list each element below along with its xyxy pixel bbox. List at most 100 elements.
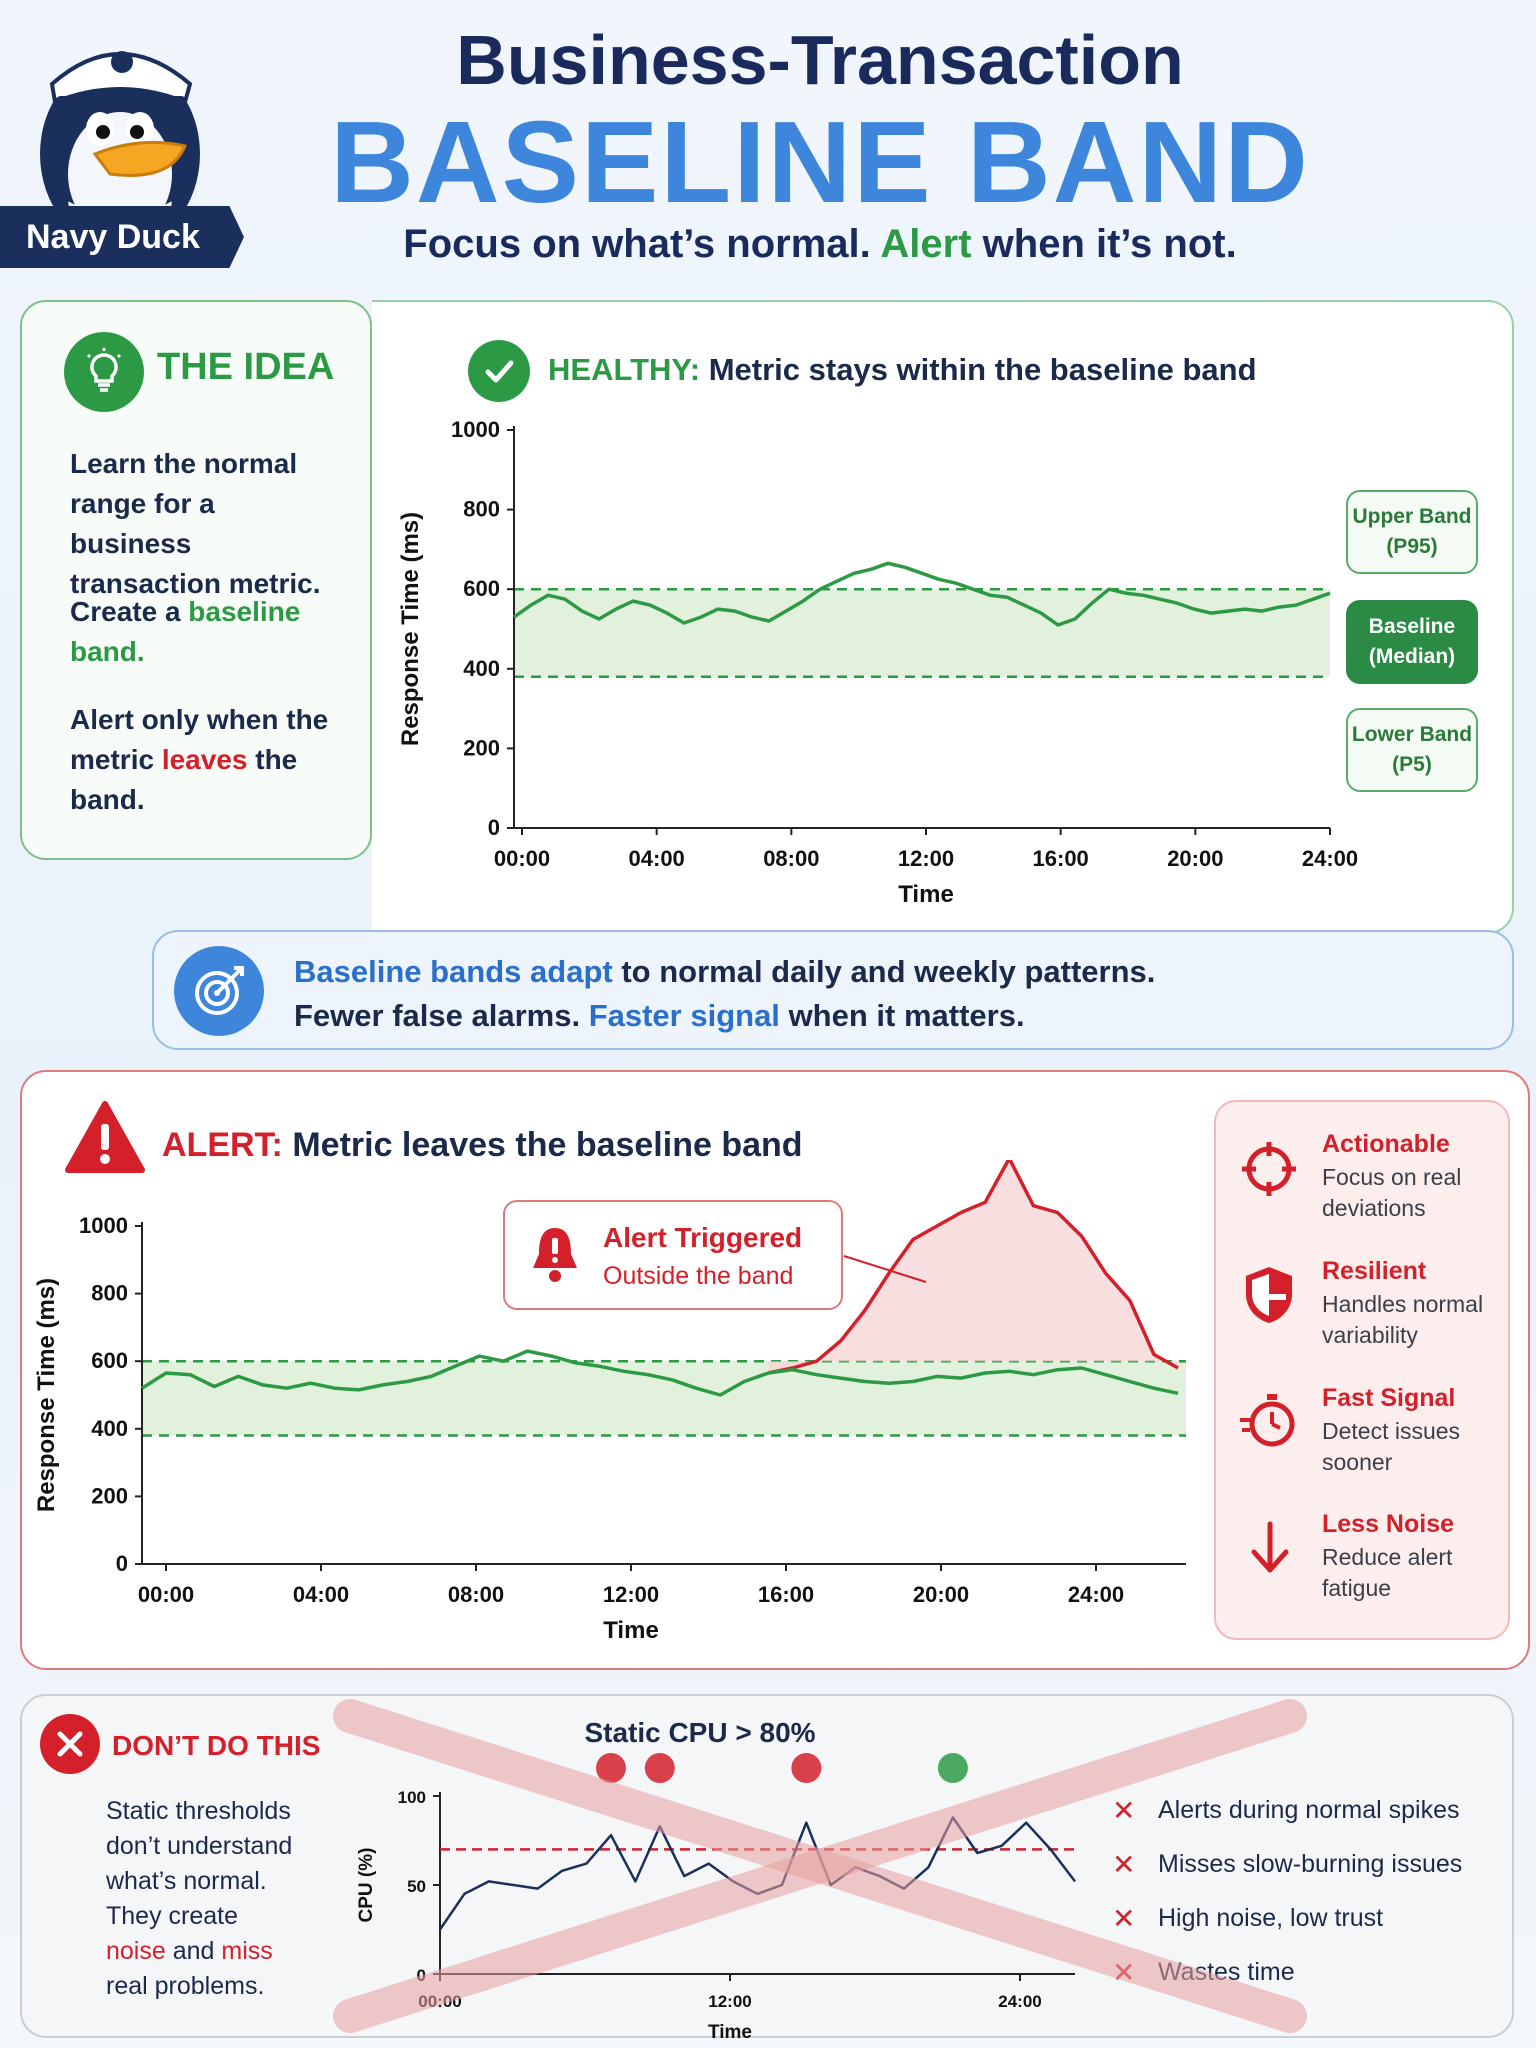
alert-subheading: Metric leaves the baseline band xyxy=(292,1126,803,1164)
callout-subtitle: Outside the band xyxy=(603,1262,794,1290)
baseline-series-line xyxy=(141,1349,1179,1397)
callout-title: Alert Triggered xyxy=(603,1222,803,1253)
idea-line3-accent: leaves xyxy=(161,744,248,775)
y-tick-label: 100 xyxy=(398,1788,426,1807)
benefit-title-4: Less Noise xyxy=(1322,1510,1455,1538)
lightbulb-icon xyxy=(64,332,144,412)
alert-chart: 0 200 400 600 800 1000 00:00 04:00 08:00 12:00 16:… xyxy=(36,1160,1186,1644)
adapt-card: Baseline bands adapt to normal daily and… xyxy=(152,930,1514,1050)
x-tick-label: 24:00 xyxy=(1068,1582,1124,1607)
y-tick-label: 1000 xyxy=(451,417,500,442)
warning-icon xyxy=(65,1101,145,1173)
x-tick-label: 04:00 xyxy=(629,846,685,871)
x-tick-label: 04:00 xyxy=(293,1582,349,1607)
bell-marker xyxy=(791,1753,822,1783)
metric-series-line xyxy=(768,1160,1179,1375)
shield-icon xyxy=(1246,1267,1292,1323)
x-tick-label: 00:00 xyxy=(494,846,550,871)
dont-text-l1: Static thresholds xyxy=(106,1797,291,1825)
tagline-alert: Alert xyxy=(880,222,972,266)
alert-label: ALERT: xyxy=(162,1126,283,1164)
baseline-line2: (Median) xyxy=(1368,645,1456,668)
con-item-3: High noise, low trust xyxy=(1158,1904,1384,1932)
benefit-desc-3: Detect issues sooner xyxy=(1322,1416,1460,1478)
tagline-part2: when it’s not. xyxy=(982,222,1237,266)
adapt-line1: Baseline bands adapt to normal daily and… xyxy=(294,950,1155,994)
baseline-series-line xyxy=(512,561,1331,627)
x-tick-label: 20:00 xyxy=(913,1582,969,1607)
title-top: Business-Transaction xyxy=(456,21,1184,99)
benefit-title-2: Resilient xyxy=(1322,1257,1427,1285)
x-tick-label: 12:00 xyxy=(708,1992,751,2011)
x-tick-label: 16:00 xyxy=(1033,846,1089,871)
baseline-band xyxy=(142,1361,1186,1436)
upper-band-line2: (P95) xyxy=(1386,535,1438,558)
y-axis-label: Response Time (ms) xyxy=(397,512,424,746)
x-tick-label: 08:00 xyxy=(763,846,819,871)
healthy-subheading: Metric stays within the baseline band xyxy=(708,352,1257,387)
arrow-down-icon xyxy=(1251,1521,1289,1573)
y-tick-label: 400 xyxy=(91,1416,128,1441)
benefit-desc-2: Handles normal variability xyxy=(1322,1289,1483,1351)
adapt-line1-rest: to normal daily and weekly patterns. xyxy=(621,954,1156,989)
benefit-desc-3b: sooner xyxy=(1322,1449,1393,1475)
idea-line3: Alert only when the metric leaves the ba… xyxy=(70,700,350,820)
benefit-desc-1b: deviations xyxy=(1322,1195,1426,1221)
x-axis-label: Time xyxy=(603,1617,659,1644)
con-item-2: Misses slow-burning issues xyxy=(1158,1850,1463,1878)
callout-pointer xyxy=(843,1255,927,1283)
anomaly-area xyxy=(768,1160,1178,1373)
x-tick-label: 00:00 xyxy=(138,1582,194,1607)
y-tick-label: 200 xyxy=(463,735,500,760)
x-tick-label: 16:00 xyxy=(758,1582,814,1607)
x-axis-label: Time xyxy=(898,881,954,908)
adapt-line2-pre: Fewer false alarms. xyxy=(294,998,581,1033)
lower-band-label: Lower Band (P5) xyxy=(1346,708,1478,792)
dont-heading: DON’T DO THIS xyxy=(112,1730,321,1761)
lower-band-line2: (P5) xyxy=(1392,753,1432,776)
x-tick-label: 12:00 xyxy=(898,846,954,871)
y-tick-label: 0 xyxy=(488,815,500,840)
benefits-panel: Actionable Focus on real deviations Resil… xyxy=(1214,1100,1510,1640)
benefit-desc-3a: Detect issues xyxy=(1322,1418,1461,1444)
x-tick-label: 12:00 xyxy=(603,1582,659,1607)
adapt-line2-accent: Faster signal xyxy=(588,998,780,1033)
big-cross-overlay xyxy=(333,1699,1307,2033)
check-marker xyxy=(937,1753,968,1783)
crosshair-icon xyxy=(1242,1142,1296,1196)
x-tick-label: 20:00 xyxy=(1167,846,1223,871)
baseline-label: Baseline (Median) xyxy=(1346,600,1478,684)
upper-band-label: Upper Band (P95) xyxy=(1346,490,1478,574)
lower-band-line1: Lower Band xyxy=(1351,723,1473,746)
alert-heading: ALERT: Metric leaves the baseline band xyxy=(162,1126,803,1165)
adapt-line2: Fewer false alarms. Faster signal when i… xyxy=(294,994,1155,1038)
benefit-title-1: Actionable xyxy=(1322,1130,1450,1158)
idea-line1: Learn the normal range for a business tr… xyxy=(70,448,321,599)
y-tick-label: 800 xyxy=(463,497,500,522)
x-tick-label: 24:00 xyxy=(998,1992,1041,2011)
tagline: Focus on what’s normal. Alert when it’s … xyxy=(260,222,1380,267)
y-tick-label: 400 xyxy=(463,656,500,681)
y-tick-label: 0 xyxy=(116,1551,128,1576)
y-tick-label: 600 xyxy=(463,576,500,601)
y-tick-label: 1000 xyxy=(79,1213,128,1238)
check-icon xyxy=(468,340,530,402)
y-tick-label: 200 xyxy=(91,1483,128,1508)
bell-marker xyxy=(595,1753,626,1783)
bell-icon xyxy=(533,1228,577,1282)
con-x-icon: ✕ xyxy=(1112,1903,1136,1934)
dont-text-noise: noise xyxy=(106,1937,166,1965)
y-tick-label: 600 xyxy=(91,1348,128,1373)
idea-line2: Create a baseline band. xyxy=(70,592,340,672)
benefit-desc-1: Focus on real deviations xyxy=(1322,1162,1461,1224)
y-tick-label: 800 xyxy=(91,1281,128,1306)
tagline-part1: Focus on what’s normal. xyxy=(403,222,871,266)
dont-text-l5: noise and miss xyxy=(106,1934,292,1969)
benefit-desc-2a: Handles normal xyxy=(1322,1291,1484,1317)
idea-line2-accent: baseline band. xyxy=(70,596,301,667)
idea-line3-pre: Alert only when the metric xyxy=(70,704,329,775)
dont-text-and: and xyxy=(172,1937,215,1965)
brand-ribbon: Navy Duck xyxy=(0,206,244,268)
dont-text-l3: what’s normal. xyxy=(106,1867,267,1895)
adapt-text: Baseline bands adapt to normal daily and… xyxy=(294,950,1155,1038)
